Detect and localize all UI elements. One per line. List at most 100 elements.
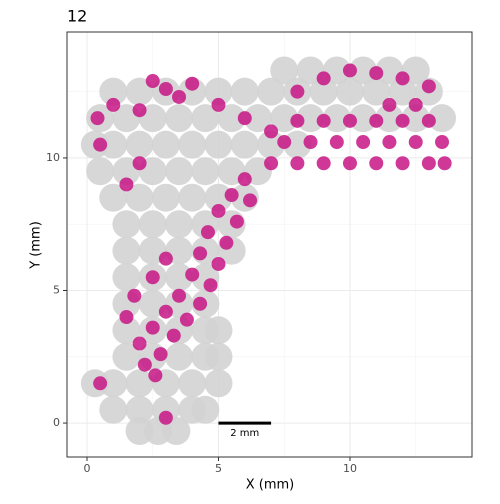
point bbox=[217, 104, 246, 133]
point bbox=[342, 113, 357, 128]
point bbox=[191, 104, 220, 133]
point bbox=[329, 135, 344, 150]
point bbox=[316, 113, 331, 128]
point bbox=[200, 225, 215, 240]
point bbox=[408, 97, 423, 112]
x-axis-label: X (mm) bbox=[246, 478, 295, 493]
point bbox=[191, 157, 220, 186]
point bbox=[356, 135, 371, 150]
point bbox=[99, 77, 128, 106]
y-tick-label: 0 bbox=[53, 416, 60, 429]
x-tick-label: 5 bbox=[215, 462, 222, 475]
point bbox=[119, 177, 134, 192]
point bbox=[151, 130, 180, 159]
panel-border bbox=[66, 31, 473, 458]
scale-bar-label: 2 mm bbox=[230, 428, 259, 439]
point bbox=[243, 104, 272, 133]
point bbox=[112, 316, 141, 345]
point bbox=[93, 376, 108, 391]
point bbox=[178, 130, 207, 159]
point bbox=[382, 135, 397, 150]
point bbox=[204, 369, 233, 398]
point bbox=[145, 270, 160, 285]
point bbox=[191, 395, 220, 424]
point bbox=[158, 410, 173, 425]
point bbox=[162, 417, 191, 446]
point bbox=[99, 395, 128, 424]
point bbox=[125, 130, 154, 159]
point bbox=[93, 137, 108, 152]
point bbox=[237, 172, 252, 187]
point bbox=[99, 369, 128, 398]
point bbox=[290, 113, 305, 128]
point bbox=[395, 113, 410, 128]
y-axis-label: Y (mm) bbox=[29, 221, 44, 270]
point bbox=[421, 156, 436, 171]
point bbox=[421, 79, 436, 94]
point bbox=[237, 111, 252, 126]
point bbox=[165, 210, 194, 239]
point bbox=[99, 130, 128, 159]
point bbox=[229, 214, 244, 229]
point bbox=[137, 357, 152, 372]
point bbox=[204, 183, 233, 212]
point bbox=[264, 124, 279, 139]
point bbox=[125, 183, 154, 212]
point bbox=[342, 156, 357, 171]
point bbox=[165, 157, 194, 186]
point bbox=[204, 77, 233, 106]
point bbox=[270, 56, 299, 85]
point bbox=[395, 156, 410, 171]
point bbox=[125, 395, 154, 424]
point bbox=[158, 251, 173, 266]
point bbox=[421, 113, 436, 128]
point bbox=[158, 82, 173, 97]
point bbox=[153, 347, 168, 362]
point bbox=[349, 56, 378, 85]
point bbox=[395, 71, 410, 86]
point bbox=[303, 135, 318, 150]
point bbox=[204, 130, 233, 159]
point bbox=[193, 246, 208, 261]
y-tick-label: 5 bbox=[53, 283, 60, 296]
point bbox=[185, 267, 200, 282]
point bbox=[178, 183, 207, 212]
point bbox=[309, 77, 338, 106]
point bbox=[132, 336, 147, 351]
point bbox=[86, 157, 115, 186]
point bbox=[132, 103, 147, 118]
point bbox=[99, 183, 128, 212]
point bbox=[211, 256, 226, 271]
point bbox=[125, 369, 154, 398]
point bbox=[112, 236, 141, 265]
point bbox=[132, 156, 147, 171]
point bbox=[342, 63, 357, 78]
point bbox=[428, 104, 457, 133]
point bbox=[172, 89, 187, 104]
point bbox=[204, 316, 233, 345]
point bbox=[437, 156, 452, 171]
point bbox=[185, 76, 200, 91]
point bbox=[211, 97, 226, 112]
point bbox=[112, 263, 141, 292]
point bbox=[243, 193, 258, 208]
point bbox=[322, 104, 351, 133]
point bbox=[369, 66, 384, 81]
point bbox=[382, 97, 397, 112]
point bbox=[290, 156, 305, 171]
point bbox=[165, 263, 194, 292]
point bbox=[151, 183, 180, 212]
point bbox=[316, 156, 331, 171]
point bbox=[165, 342, 194, 371]
point bbox=[230, 77, 259, 106]
point bbox=[204, 342, 233, 371]
point bbox=[127, 288, 142, 303]
point bbox=[90, 111, 105, 126]
x-tick-label: 10 bbox=[343, 462, 357, 475]
point bbox=[145, 74, 160, 89]
point bbox=[369, 113, 384, 128]
point bbox=[349, 104, 378, 133]
point bbox=[172, 288, 187, 303]
points bbox=[80, 56, 457, 446]
